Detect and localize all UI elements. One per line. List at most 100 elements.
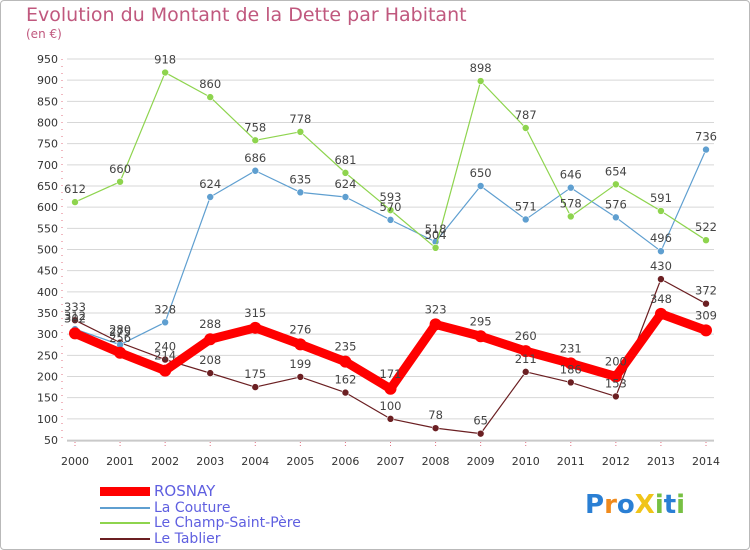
logo-letter: o	[616, 490, 635, 520]
data-label-tablier: 372	[695, 284, 717, 298]
data-label-la_couture: 496	[650, 231, 672, 245]
data-label-rosnay: 295	[470, 314, 492, 328]
y-tick-label: 650	[37, 180, 58, 193]
data-point-rosnay	[654, 307, 667, 320]
data-label-rosnay: 276	[289, 322, 311, 336]
data-label-champ: 591	[650, 191, 672, 205]
data-label-la_couture: 275	[109, 325, 131, 339]
data-point-champ	[206, 93, 215, 101]
data-point-rosnay	[294, 338, 307, 351]
x-tick-label: 2002	[151, 455, 179, 468]
data-point-tablier	[251, 383, 260, 391]
data-point-champ	[161, 68, 169, 77]
data-label-rosnay: 302	[64, 311, 86, 325]
data-label-la_couture: 646	[560, 168, 582, 182]
data-label-tablier: 153	[605, 376, 627, 390]
data-point-rosnay	[159, 364, 172, 377]
data-point-rosnay	[204, 333, 217, 346]
data-label-champ: 522	[695, 220, 717, 234]
y-tick-label: 200	[37, 371, 58, 384]
chart-title: Evolution du Montant de la Dette par Hab…	[26, 4, 467, 26]
data-label-rosnay: 348	[650, 292, 672, 306]
data-label-la_couture: 576	[605, 197, 627, 211]
data-point-la_couture	[386, 216, 395, 224]
data-label-tablier: 211	[515, 352, 537, 366]
data-label-champ: 660	[109, 162, 131, 176]
data-label-tablier: 175	[244, 367, 266, 381]
x-tick-label: 2009	[467, 455, 495, 468]
data-point-tablier	[206, 369, 215, 377]
data-point-champ	[431, 244, 440, 252]
data-point-tablier	[341, 388, 350, 397]
data-label-rosnay: 309	[695, 308, 717, 322]
data-point-rosnay	[69, 327, 81, 340]
data-label-champ: 898	[470, 61, 492, 75]
data-label-champ: 860	[199, 77, 221, 91]
data-label-la_couture: 635	[289, 172, 311, 186]
data-point-champ	[71, 198, 79, 206]
data-label-champ: 612	[64, 182, 86, 196]
data-point-la_couture	[612, 213, 620, 222]
x-tick-label: 2011	[557, 455, 585, 468]
data-point-la_couture	[341, 193, 350, 201]
chart-unit-label: (en €)	[26, 27, 62, 41]
data-label-rosnay: 315	[244, 306, 266, 320]
x-tick-label: 2005	[286, 455, 314, 468]
data-point-champ	[386, 206, 395, 214]
x-tick-label: 2012	[602, 455, 630, 468]
legend-swatch-rosnay	[100, 487, 150, 496]
data-point-champ	[702, 236, 710, 244]
data-label-la_couture: 624	[334, 177, 356, 191]
data-point-tablier	[161, 355, 169, 364]
data-point-la_couture	[521, 215, 530, 224]
x-tick-label: 2001	[106, 455, 134, 468]
legend-label-rosnay: ROSNAY	[154, 482, 216, 500]
data-point-tablier	[702, 299, 710, 308]
data-label-la_couture: 624	[199, 177, 221, 191]
x-tick-label: 2008	[422, 455, 450, 468]
legend-label-la-couture: La Couture	[154, 500, 231, 516]
y-tick-label: 500	[37, 244, 58, 257]
data-point-la_couture	[702, 145, 710, 154]
data-point-tablier	[612, 392, 620, 401]
legend-swatch-le-tablier	[100, 538, 150, 540]
data-label-rosnay: 323	[425, 302, 447, 316]
data-point-champ	[566, 212, 575, 221]
x-tick-label: 2014	[692, 455, 720, 468]
line-chart: 50 100 150 200 250 300 350 400 450 500 550 600 650 70…	[37, 53, 720, 468]
data-label-la_couture: 736	[695, 130, 717, 144]
y-tick-label: 450	[37, 265, 58, 278]
data-label-la_couture: 518	[425, 222, 447, 236]
data-point-la_couture	[296, 188, 305, 197]
data-label-champ: 654	[605, 164, 627, 178]
logo-letter: i	[676, 490, 686, 520]
data-point-champ	[657, 207, 665, 215]
data-point-rosnay	[249, 321, 262, 334]
proxiti-logo: ProXiti	[585, 490, 685, 520]
data-label-champ: 758	[244, 120, 266, 134]
data-point-rosnay	[609, 370, 622, 383]
data-point-rosnay	[519, 345, 532, 358]
data-label-rosnay: 214	[154, 349, 176, 363]
data-label-rosnay: 200	[605, 355, 627, 369]
y-tick-label: 400	[37, 286, 58, 299]
data-point-la_couture	[206, 193, 215, 201]
legend-label-le-tablier: Le Tablier	[154, 531, 221, 547]
legend-swatch-champ-saint-pere	[100, 522, 150, 524]
data-point-tablier	[296, 373, 305, 381]
x-tick-label: 2000	[61, 455, 89, 468]
data-label-tablier: 100	[380, 399, 402, 413]
data-point-tablier	[71, 316, 79, 324]
y-tick-label: 350	[37, 307, 58, 320]
y-tick-label: 850	[37, 95, 58, 108]
data-label-rosnay: 256	[109, 331, 131, 345]
data-label-la_couture: 328	[154, 302, 176, 316]
data-point-champ	[612, 180, 620, 189]
data-label-la_couture: 686	[244, 151, 266, 165]
data-label-tablier: 162	[334, 373, 356, 387]
data-label-tablier: 430	[650, 259, 672, 273]
data-label-tablier: 208	[199, 353, 221, 367]
data-point-la_couture	[657, 247, 665, 255]
data-label-la_couture: 650	[470, 166, 492, 180]
